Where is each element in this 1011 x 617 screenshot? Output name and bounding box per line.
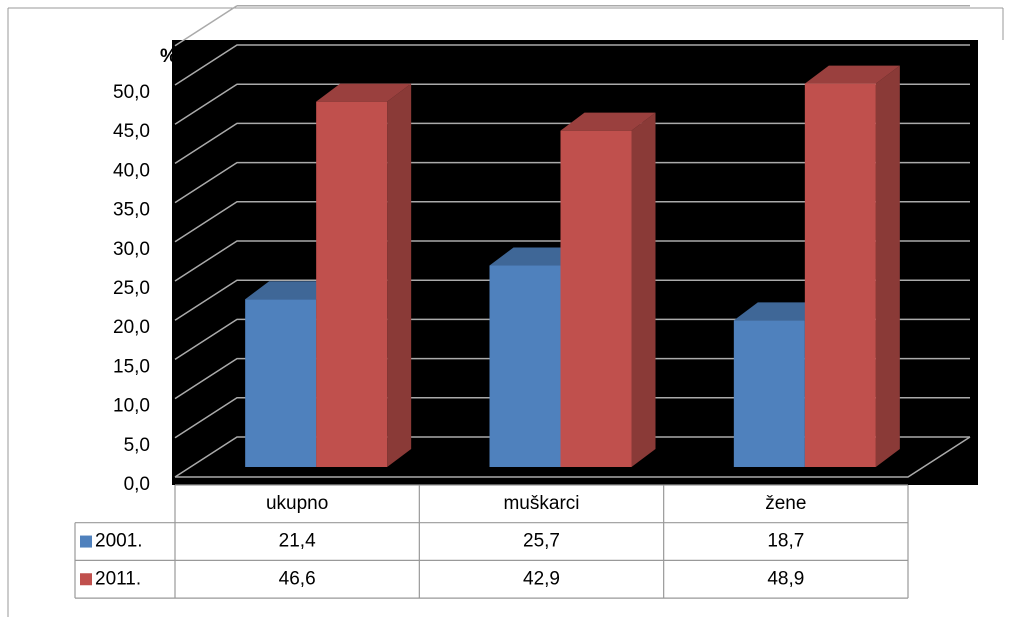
grid-line [174,83,970,125]
legend-swatch [80,573,92,586]
grid-line [174,357,970,400]
grid-line [174,436,970,478]
legend-swatch [80,535,92,548]
table-value: 42,9 [523,568,560,589]
y-tick-label: 5,0 [124,435,150,456]
table-value: 48,9 [767,568,804,589]
y-tick-label: 45,0 [113,121,150,142]
table-value: 18,7 [767,531,804,552]
table-value: 25,7 [523,531,560,552]
wall-edge [174,5,238,47]
bar-top [560,112,656,131]
bar [489,265,561,467]
grid-line [174,318,970,361]
floor [175,436,971,478]
y-tick-label: 35,0 [113,200,150,221]
bar [804,83,876,468]
grid-line [174,279,970,321]
bar [316,101,388,467]
grid-line [174,161,970,204]
x-tick-label: ukupno [266,493,328,514]
grid-line [174,201,970,243]
bar-top [804,65,900,84]
legend-label: 2011. [95,568,141,589]
bar-top [316,83,412,102]
bar-side [875,65,900,468]
bar-side [387,83,412,467]
x-tick-label: muškarci [503,493,579,514]
x-tick-label: žene [765,493,806,514]
y-tick-label: 20,0 [113,317,150,338]
bar [560,130,632,467]
table-value: 21,4 [279,531,316,552]
y-tick-label: 25,0 [113,278,150,299]
legend-label: 2001. [95,531,143,552]
grid-line [174,397,970,439]
table-value: 46,6 [279,568,316,589]
grid-line [174,122,970,165]
grid-line [174,44,970,86]
y-tick-label: 15,0 [113,356,150,377]
y-tick-label: 30,0 [113,239,150,260]
bar [245,299,317,467]
y-tick-label: 0,0 [124,474,150,495]
y-tick-label: 40,0 [113,160,150,181]
bar-side [631,112,656,467]
y-tick-label: 50,0 [113,82,150,103]
bar [733,320,805,467]
grid-line [174,240,970,282]
y-tick-label: 10,0 [113,396,150,417]
